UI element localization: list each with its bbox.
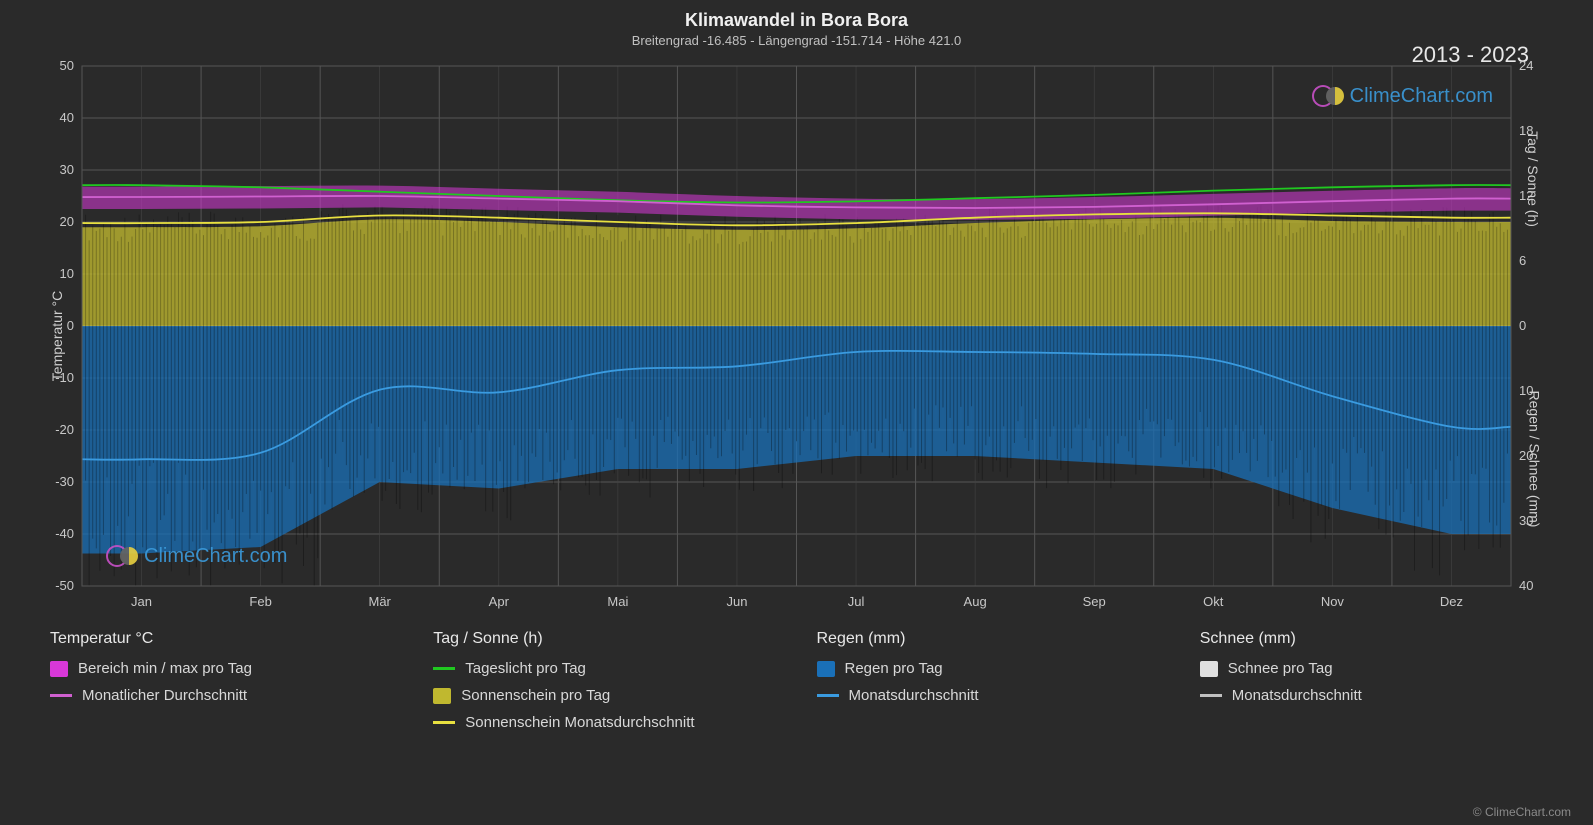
- svg-text:40: 40: [1519, 578, 1533, 593]
- legend-label: Monatlicher Durchschnitt: [82, 687, 247, 704]
- legend-swatch-icon: [50, 661, 68, 677]
- legend-line-icon: [433, 721, 455, 724]
- legend: Temperatur °C Bereich min / max pro Tag Mo…: [20, 630, 1573, 741]
- svg-text:10: 10: [60, 266, 74, 281]
- legend-header: Temperatur °C: [50, 630, 393, 648]
- legend-line-icon: [817, 694, 839, 697]
- y-axis-right-bot-label: Regen / Schnee (mm): [1527, 391, 1543, 528]
- legend-header: Regen (mm): [817, 630, 1160, 648]
- legend-item: Monatsdurchschnitt: [1200, 687, 1543, 704]
- svg-text:-50: -50: [55, 578, 74, 593]
- y-axis-right-top-label: Tag / Sonne (h): [1525, 131, 1541, 227]
- legend-line-icon: [1200, 694, 1222, 697]
- svg-text:Mai: Mai: [607, 594, 628, 609]
- legend-item: Regen pro Tag: [817, 660, 1160, 677]
- legend-swatch-icon: [1200, 661, 1218, 677]
- svg-text:Apr: Apr: [489, 594, 510, 609]
- legend-item: Sonnenschein pro Tag: [433, 687, 776, 704]
- chart-title: Klimawandel in Bora Bora: [20, 10, 1573, 31]
- svg-text:Feb: Feb: [249, 594, 271, 609]
- legend-item: Tageslicht pro Tag: [433, 660, 776, 677]
- svg-text:Jan: Jan: [131, 594, 152, 609]
- legend-line-icon: [50, 694, 72, 697]
- legend-header: Tag / Sonne (h): [433, 630, 776, 648]
- legend-label: Bereich min / max pro Tag: [78, 660, 252, 677]
- legend-item: Sonnenschein Monatsdurchschnitt: [433, 714, 776, 731]
- svg-text:0: 0: [67, 318, 74, 333]
- legend-label: Monatsdurchschnitt: [849, 687, 979, 704]
- svg-text:30: 30: [60, 162, 74, 177]
- legend-item: Bereich min / max pro Tag: [50, 660, 393, 677]
- legend-item: Schnee pro Tag: [1200, 660, 1543, 677]
- svg-text:Jun: Jun: [726, 594, 747, 609]
- legend-line-icon: [433, 667, 455, 670]
- svg-text:Aug: Aug: [964, 594, 987, 609]
- chart-container: Klimawandel in Bora Bora Breitengrad -16…: [0, 0, 1593, 825]
- legend-label: Regen pro Tag: [845, 660, 943, 677]
- svg-text:Jul: Jul: [848, 594, 865, 609]
- svg-text:Mär: Mär: [369, 594, 392, 609]
- legend-header: Schnee (mm): [1200, 630, 1543, 648]
- y-axis-left-label: Temperatur °C: [49, 291, 65, 381]
- svg-text:40: 40: [60, 110, 74, 125]
- chart-subtitle: Breitengrad -16.485 - Längengrad -151.71…: [20, 33, 1573, 48]
- legend-swatch-icon: [817, 661, 835, 677]
- svg-text:24: 24: [1519, 58, 1533, 73]
- svg-text:-40: -40: [55, 526, 74, 541]
- svg-text:-20: -20: [55, 422, 74, 437]
- legend-swatch-icon: [433, 688, 451, 704]
- svg-text:Okt: Okt: [1203, 594, 1224, 609]
- plot-wrapper: Temperatur °C Tag / Sonne (h) Regen / Sc…: [20, 56, 1573, 616]
- svg-text:20: 20: [60, 214, 74, 229]
- legend-item: Monatsdurchschnitt: [817, 687, 1160, 704]
- svg-text:Dez: Dez: [1440, 594, 1463, 609]
- svg-text:0: 0: [1519, 318, 1526, 333]
- legend-label: Monatsdurchschnitt: [1232, 687, 1362, 704]
- climate-chart: -50-40-30-20-100102030405006121824102030…: [20, 56, 1573, 616]
- svg-text:6: 6: [1519, 253, 1526, 268]
- svg-text:Nov: Nov: [1321, 594, 1345, 609]
- svg-text:50: 50: [60, 58, 74, 73]
- legend-group: Temperatur °C Bereich min / max pro Tag Mo…: [50, 630, 393, 741]
- svg-text:-30: -30: [55, 474, 74, 489]
- legend-label: Tageslicht pro Tag: [465, 660, 586, 677]
- legend-label: Schnee pro Tag: [1228, 660, 1333, 677]
- legend-label: Sonnenschein Monatsdurchschnitt: [465, 714, 694, 731]
- legend-group: Schnee (mm) Schnee pro Tag Monatsdurchschn…: [1200, 630, 1543, 741]
- legend-group: Tag / Sonne (h) Tageslicht pro Tag Sonnens…: [433, 630, 776, 741]
- svg-text:Sep: Sep: [1083, 594, 1106, 609]
- legend-group: Regen (mm) Regen pro Tag Monatsdurchschnit…: [817, 630, 1160, 741]
- legend-label: Sonnenschein pro Tag: [461, 687, 610, 704]
- legend-item: Monatlicher Durchschnitt: [50, 687, 393, 704]
- copyright: © ClimeChart.com: [1473, 805, 1571, 819]
